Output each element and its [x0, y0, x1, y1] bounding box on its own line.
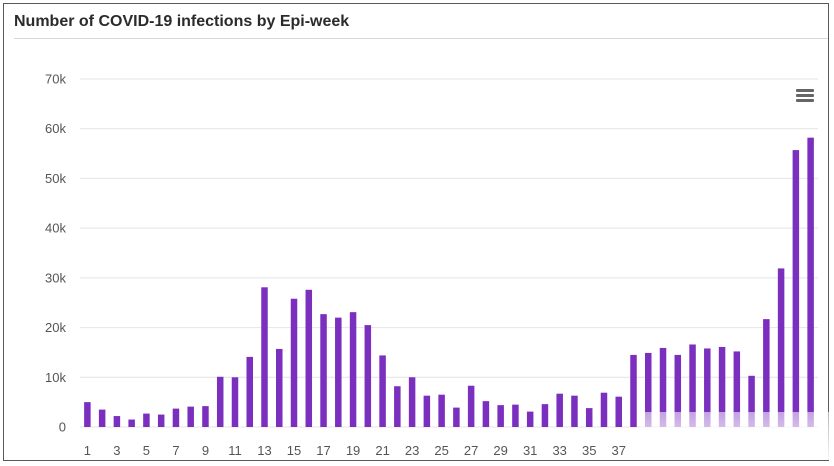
x-tick-label: 1 [84, 443, 91, 458]
bar-week-23[interactable] [408, 377, 416, 427]
bar-week-22[interactable] [394, 386, 401, 427]
bar-week-44[interactable] [718, 346, 726, 427]
bar-week-46[interactable] [748, 375, 755, 427]
bar-week-40[interactable] [659, 347, 667, 427]
title-divider [14, 38, 828, 39]
y-tick-label: 70k [45, 72, 66, 87]
bar-week-33[interactable] [556, 393, 563, 427]
x-axis-labels: 1 3 5 7 9 11 13 15 17 19 21 23 25 27 29 31 33 35 37 [84, 443, 626, 458]
y-tick-label: 50k [45, 171, 66, 186]
bar-week-19[interactable] [349, 312, 357, 427]
bar-week-26[interactable] [453, 407, 460, 427]
x-tick-label: 15 [287, 443, 301, 458]
bar-week-14[interactable] [276, 348, 283, 427]
bar-week-8[interactable] [187, 406, 194, 427]
bar-week-1[interactable] [84, 402, 91, 427]
bar-week-13[interactable] [261, 287, 268, 427]
x-tick-label: 13 [257, 443, 271, 458]
x-tick-label: 5 [143, 443, 150, 458]
x-tick-label: 29 [493, 443, 507, 458]
y-tick-label: 60k [45, 121, 66, 136]
x-tick-label: 37 [612, 443, 626, 458]
bar-week-5[interactable] [143, 413, 150, 427]
bar-week-30[interactable] [512, 404, 519, 427]
bar-week-24[interactable] [423, 395, 431, 427]
x-tick-label: 33 [552, 443, 566, 458]
y-tick-label: 10k [45, 370, 66, 385]
bar-week-36[interactable] [600, 392, 608, 427]
bar-week-39[interactable] [645, 352, 652, 427]
bar-week-17[interactable] [320, 314, 327, 427]
x-tick-label: 17 [316, 443, 330, 458]
bar-week-35[interactable] [585, 408, 593, 427]
bar-week-27[interactable] [467, 385, 475, 427]
x-tick-label: 35 [582, 443, 596, 458]
chart-title: Number of COVID-19 infections by Epi-wee… [14, 13, 350, 30]
y-tick-label: 20k [45, 320, 66, 335]
bar-week-43[interactable] [704, 348, 711, 427]
bar-week-25[interactable] [438, 394, 445, 427]
bar-week-11[interactable] [231, 377, 239, 427]
x-tick-label: 21 [375, 443, 389, 458]
x-tick-label: 3 [113, 443, 120, 458]
x-tick-label: 25 [434, 443, 448, 458]
bar-week-41[interactable] [674, 354, 682, 427]
x-tick-label: 19 [346, 443, 360, 458]
bar-week-34[interactable] [571, 395, 578, 427]
bar-week-7[interactable] [172, 408, 180, 427]
y-axis-labels: 0 10k 20k 30k 40k 50k 60k 70k [45, 72, 66, 435]
bar-week-15[interactable] [290, 298, 298, 427]
y-tick-label: 30k [45, 270, 66, 285]
y-tick-label: 0 [59, 420, 66, 435]
bar-week-6[interactable] [157, 414, 165, 427]
bar-week-45[interactable] [733, 351, 741, 427]
bar-week-16[interactable] [305, 289, 313, 427]
bar-week-12[interactable] [246, 356, 253, 427]
bar-week-50[interactable] [807, 137, 814, 427]
bar-week-32[interactable] [541, 404, 549, 427]
x-tick-label: 27 [464, 443, 478, 458]
bars [84, 137, 814, 427]
bar-week-18[interactable] [335, 317, 342, 427]
bar-week-9[interactable] [202, 406, 209, 427]
bar-week-42[interactable] [689, 344, 696, 427]
bar-week-49[interactable] [792, 150, 800, 427]
bar-week-37[interactable] [615, 396, 622, 427]
bar-week-10[interactable] [216, 376, 224, 427]
bar-week-28[interactable] [482, 401, 490, 427]
x-tick-label: 9 [202, 443, 209, 458]
bar-week-47[interactable] [763, 319, 770, 427]
bar-week-29[interactable] [497, 405, 504, 427]
x-tick-label: 11 [228, 443, 242, 458]
x-tick-label: 23 [405, 443, 419, 458]
hamburger-menu-icon[interactable] [796, 89, 814, 105]
x-tick-label: 7 [172, 443, 179, 458]
bar-week-20[interactable] [364, 325, 372, 427]
bar-week-38[interactable] [630, 354, 637, 427]
bar-week-3[interactable] [113, 416, 121, 427]
x-tick-label: 31 [523, 443, 537, 458]
bar-week-21[interactable] [379, 355, 386, 427]
y-tick-label: 40k [45, 221, 66, 236]
bar-week-4[interactable] [128, 419, 135, 427]
bar-week-2[interactable] [98, 409, 106, 427]
bar-week-31[interactable] [526, 411, 534, 427]
grid-lines [80, 78, 818, 428]
bar-week-48[interactable] [777, 268, 785, 427]
